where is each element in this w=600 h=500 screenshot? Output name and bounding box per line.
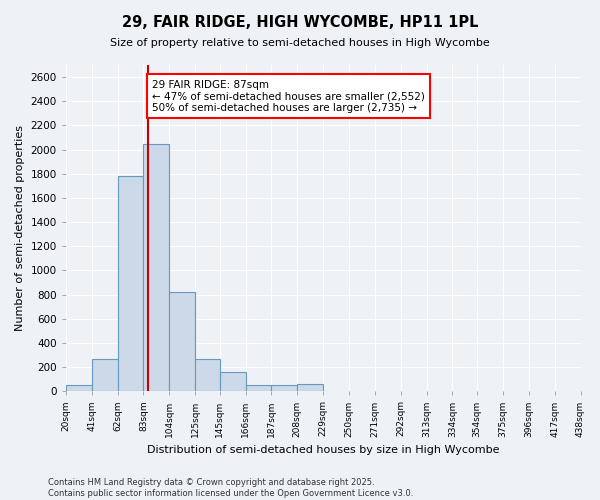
Y-axis label: Number of semi-detached properties: Number of semi-detached properties — [15, 125, 25, 331]
X-axis label: Distribution of semi-detached houses by size in High Wycombe: Distribution of semi-detached houses by … — [147, 445, 499, 455]
Bar — [245, 385, 271, 392]
Bar — [92, 358, 118, 392]
Bar — [298, 384, 323, 392]
Bar — [66, 385, 92, 392]
Text: Contains HM Land Registry data © Crown copyright and database right 2025.
Contai: Contains HM Land Registry data © Crown c… — [48, 478, 413, 498]
Bar — [271, 385, 298, 392]
Text: Size of property relative to semi-detached houses in High Wycombe: Size of property relative to semi-detach… — [110, 38, 490, 48]
Text: 29, FAIR RIDGE, HIGH WYCOMBE, HP11 1PL: 29, FAIR RIDGE, HIGH WYCOMBE, HP11 1PL — [122, 15, 478, 30]
Bar — [143, 144, 169, 392]
Text: 29 FAIR RIDGE: 87sqm
← 47% of semi-detached houses are smaller (2,552)
50% of se: 29 FAIR RIDGE: 87sqm ← 47% of semi-detac… — [152, 80, 425, 112]
Bar — [169, 292, 195, 392]
Bar — [118, 176, 143, 392]
Bar — [195, 358, 220, 392]
Bar — [220, 372, 245, 392]
